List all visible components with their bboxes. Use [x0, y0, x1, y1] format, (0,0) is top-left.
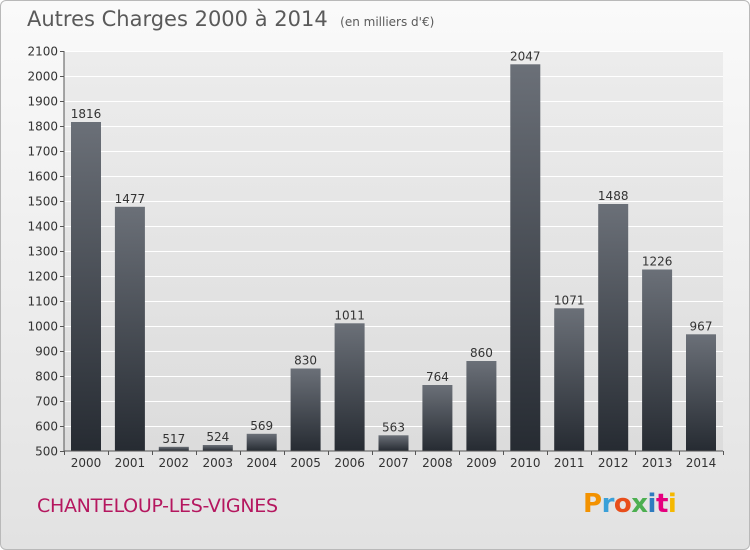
- x-tick-label-2012: 2012: [598, 456, 629, 470]
- proxiti-logo[interactable]: Proxiti: [583, 489, 677, 519]
- data-label-2010: 2047: [510, 49, 541, 63]
- y-tick-label: 1100: [27, 295, 58, 309]
- data-label-2013: 1226: [642, 255, 673, 269]
- x-axis-ticks: 2000 2001 2002 2003 2004 2005 2006 2007 2008 2009…: [64, 451, 724, 470]
- y-tick-label: 900: [35, 345, 58, 359]
- x-tick-label-2002: 2002: [159, 456, 190, 470]
- y-tick-label: 1900: [27, 95, 58, 109]
- bar-2002: [158, 446, 189, 452]
- x-tick-label-2007: 2007: [378, 456, 409, 470]
- x-tick-label-2014: 2014: [686, 456, 717, 470]
- data-label-2002: 517: [162, 432, 185, 446]
- logo-letter: r: [601, 489, 615, 519]
- bar-2013: [642, 269, 673, 451]
- bar-2006: [334, 323, 365, 452]
- x-tick-label-2000: 2000: [71, 456, 102, 470]
- bar-2000: [71, 122, 101, 451]
- chart-title: Autres Charges 2000 à 2014: [27, 7, 328, 31]
- y-tick-label: 600: [35, 420, 58, 434]
- bar-2010: [510, 64, 541, 452]
- bar-2007: [378, 435, 409, 452]
- bar-2012: [598, 204, 629, 451]
- data-label-2008: 764: [426, 370, 449, 384]
- data-label-2003: 524: [206, 430, 229, 444]
- x-tick-label-2006: 2006: [334, 456, 365, 470]
- data-label-2006: 1011: [334, 308, 365, 322]
- bar-2004: [246, 433, 277, 452]
- y-tick-label: 1500: [27, 195, 58, 209]
- x-tick-label-2003: 2003: [203, 456, 234, 470]
- bars: [71, 64, 716, 452]
- data-label-2005: 830: [294, 354, 317, 368]
- x-tick-label-2011: 2011: [554, 456, 585, 470]
- bar-2001: [114, 206, 145, 452]
- y-tick-label: 2000: [27, 70, 58, 84]
- data-label-2011: 1071: [554, 293, 585, 307]
- x-tick-label-2010: 2010: [510, 456, 541, 470]
- bar-2009: [466, 361, 497, 451]
- data-label-2007: 563: [382, 420, 405, 434]
- x-tick-label-2013: 2013: [642, 456, 673, 470]
- logo-letter: o: [613, 489, 632, 519]
- logo-letter: P: [583, 489, 602, 519]
- y-tick-label: 1300: [27, 245, 58, 259]
- x-tick-label-2005: 2005: [290, 456, 321, 470]
- data-label-2000: 1816: [71, 107, 102, 121]
- bar-2011: [554, 308, 585, 452]
- y-tick-label: 500: [35, 445, 58, 459]
- chart-subtitle: (en milliers d'€): [340, 15, 435, 29]
- y-tick-label: 800: [35, 370, 58, 384]
- x-tick-label-2004: 2004: [246, 456, 277, 470]
- data-labels: 1816 1477 517 524 569 830 1011 563 764 860 2047 107…: [71, 49, 713, 446]
- y-tick-label: 1200: [27, 270, 58, 284]
- y-axis-ticks: 500 600 700 800 900 1000 1100 1200 1300 1400 1500 1…: [27, 45, 64, 459]
- y-tick-label: 1000: [27, 320, 58, 334]
- x-tick-label-2008: 2008: [422, 456, 453, 470]
- logo-letter: t: [655, 489, 668, 519]
- y-tick-label: 1700: [27, 145, 58, 159]
- y-tick-label: 1600: [27, 170, 58, 184]
- logo-letter: i: [647, 489, 657, 519]
- logo-letter: x: [631, 489, 648, 519]
- y-tick-label: 1800: [27, 120, 58, 134]
- y-tick-label: 700: [35, 395, 58, 409]
- data-label-2009: 860: [470, 346, 493, 360]
- data-label-2014: 967: [690, 319, 713, 333]
- city-name: CHANTELOUP-LES-VIGNES: [37, 495, 278, 517]
- y-tick-label: 1400: [27, 220, 58, 234]
- logo-letter: i: [667, 489, 677, 519]
- x-tick-label-2009: 2009: [466, 456, 497, 470]
- data-label-2001: 1477: [115, 192, 146, 206]
- x-tick-label-2001: 2001: [115, 456, 146, 470]
- bar-2005: [290, 368, 321, 451]
- data-label-2004: 569: [250, 419, 273, 433]
- bar-2003: [202, 445, 233, 451]
- data-label-2012: 1488: [598, 189, 629, 203]
- bar-2008: [422, 385, 453, 451]
- y-tick-label: 2100: [27, 45, 58, 59]
- title-row: Autres Charges 2000 à 2014 (en milliers …: [27, 7, 434, 31]
- bar-2014: [686, 334, 716, 452]
